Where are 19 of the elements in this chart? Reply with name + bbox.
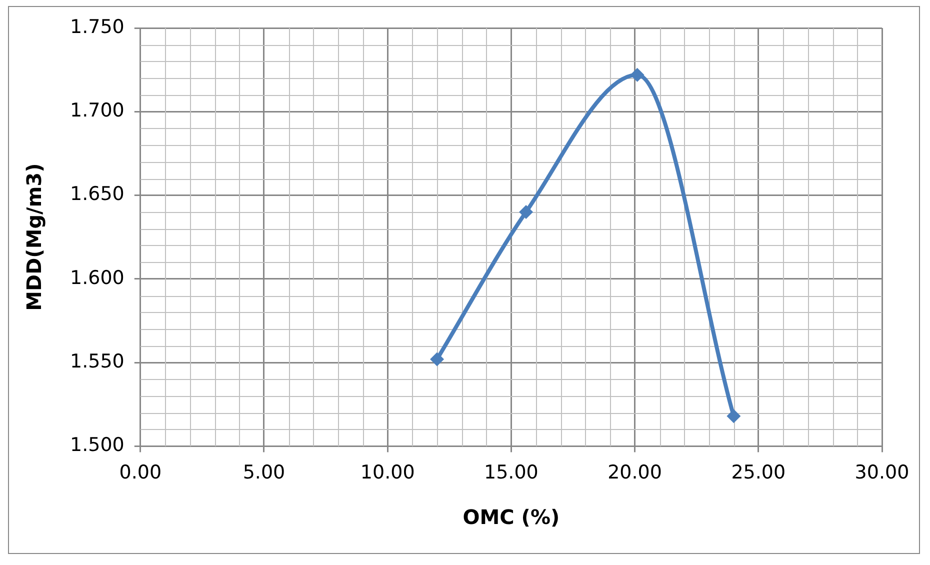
y-tick-label: 1.700 bbox=[70, 100, 124, 122]
y-tick-label: 1.750 bbox=[70, 16, 124, 38]
x-tick-label: 5.00 bbox=[242, 462, 286, 484]
x-tick-label: 15.00 bbox=[484, 462, 538, 484]
x-tick-label: 20.00 bbox=[608, 462, 662, 484]
x-axis-title: OMC (%) bbox=[462, 505, 560, 530]
x-tick-label: 30.00 bbox=[854, 462, 910, 484]
point bbox=[519, 205, 534, 220]
y-tick-label: 1.650 bbox=[70, 183, 124, 206]
y-tick-label: 1.600 bbox=[70, 266, 124, 289]
y-tick-label: 1.500 bbox=[70, 434, 124, 456]
y-tick-label: 1.550 bbox=[70, 350, 124, 372]
point bbox=[430, 352, 444, 366]
x-tick-label: 10.00 bbox=[360, 462, 415, 484]
x-tick-label: 25.00 bbox=[731, 462, 786, 484]
x-tick-label: 0.00 bbox=[119, 462, 162, 484]
point bbox=[726, 409, 741, 424]
point bbox=[630, 68, 644, 82]
y-axis-title: MDD(Mg/m3) bbox=[22, 163, 46, 311]
